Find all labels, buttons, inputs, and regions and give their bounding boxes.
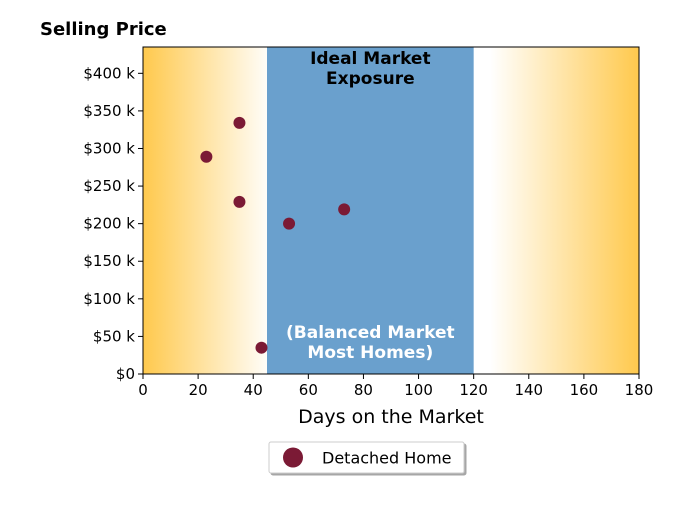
y-tick-label: $300 k <box>83 139 135 157</box>
x-tick-label: 20 <box>189 381 208 399</box>
y-tick-label: $100 k <box>83 290 135 308</box>
region-label-top-line: Exposure <box>326 69 415 89</box>
data-point <box>200 150 213 163</box>
chart-title: Selling Price <box>40 19 167 40</box>
data-point <box>255 341 268 354</box>
data-point <box>233 195 246 208</box>
legend-marker <box>283 447 303 468</box>
region-label-bottom-line: Most Homes) <box>307 343 433 363</box>
x-tick-label: 60 <box>299 381 318 399</box>
plot-frame <box>142 46 640 375</box>
x-tick-label: 0 <box>138 381 148 399</box>
data-point <box>233 116 246 129</box>
y-tick-label: $150 k <box>83 252 135 270</box>
x-tick-label: 80 <box>354 381 373 399</box>
region-label-top-line: Ideal Market <box>310 49 431 69</box>
data-point <box>283 217 296 230</box>
y-tick-label: $400 k <box>83 64 135 82</box>
legend-label: Detached Home <box>322 449 452 468</box>
legend-box <box>268 441 465 474</box>
y-tick-label: $250 k <box>83 177 135 195</box>
data-point <box>338 203 351 216</box>
legend: Detached Home <box>268 441 465 474</box>
x-tick-label: 140 <box>514 381 543 399</box>
ideal-exposure-region <box>267 47 474 374</box>
x-tick-label: 120 <box>459 381 488 399</box>
region-label-bottom-line: (Balanced Market <box>286 323 455 343</box>
x-tick-label: 180 <box>625 381 654 399</box>
y-tick-label: $50 k <box>93 327 135 345</box>
y-tick-label: $0 <box>116 365 135 383</box>
x-tick-label: 100 <box>404 381 433 399</box>
x-tick-label: 40 <box>244 381 263 399</box>
x-tick-label: 160 <box>570 381 599 399</box>
y-tick-label: $350 k <box>83 102 135 120</box>
x-axis-label: Days on the Market <box>298 406 484 428</box>
y-tick-label: $200 k <box>83 215 135 233</box>
